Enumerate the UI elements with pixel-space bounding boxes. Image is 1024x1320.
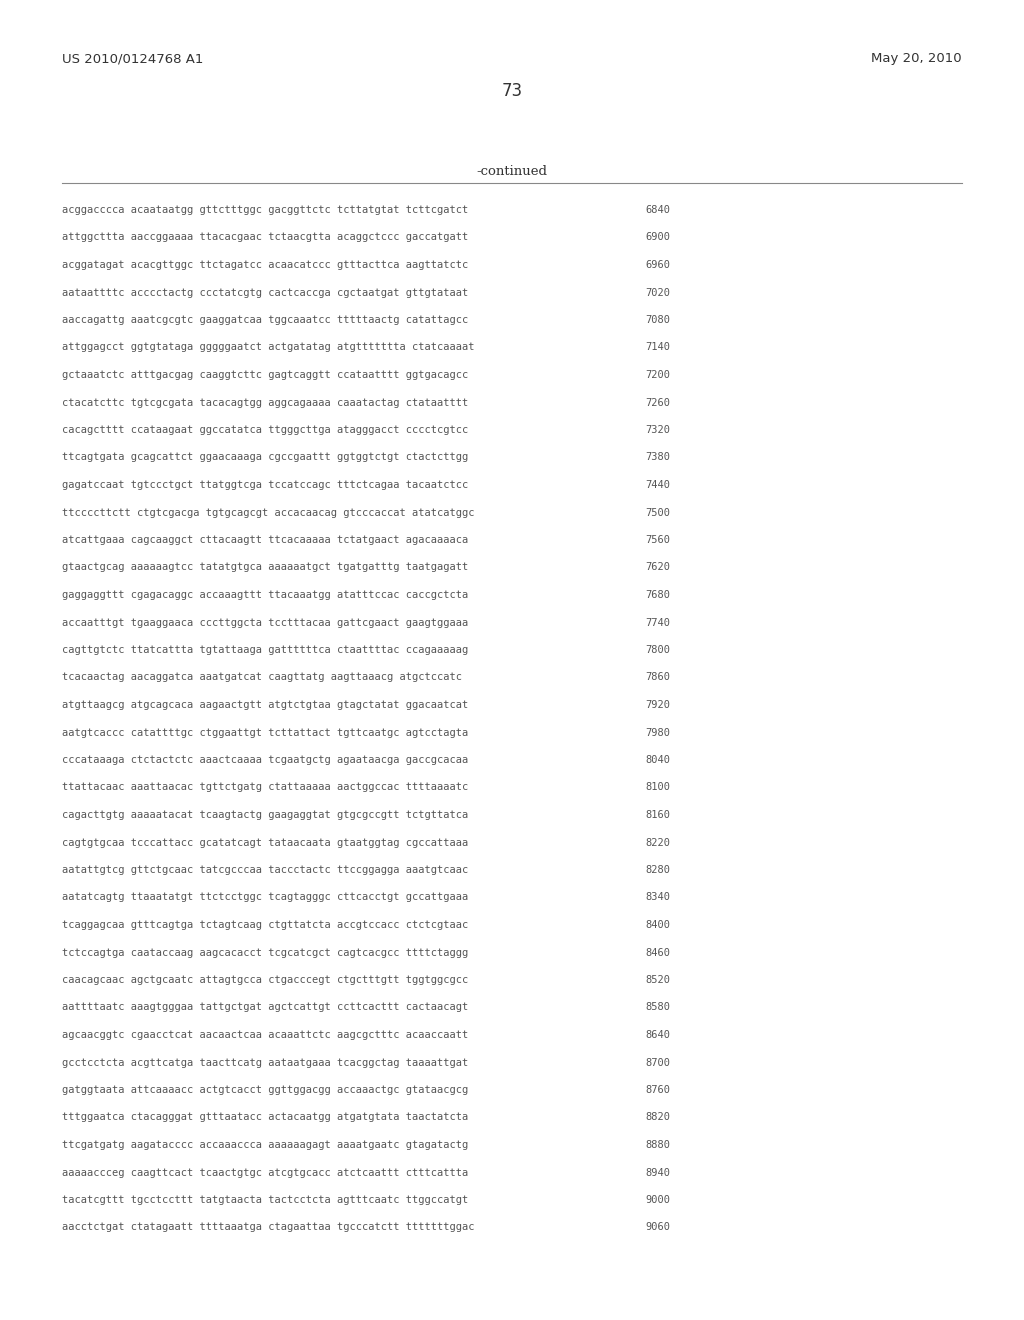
Text: gagatccaat tgtccctgct ttatggtcga tccatccagc tttctcagaa tacaatctcc: gagatccaat tgtccctgct ttatggtcga tccatcc… <box>62 480 468 490</box>
Text: 8460: 8460 <box>645 948 670 957</box>
Text: 7380: 7380 <box>645 453 670 462</box>
Text: 8340: 8340 <box>645 892 670 903</box>
Text: 8820: 8820 <box>645 1113 670 1122</box>
Text: 7020: 7020 <box>645 288 670 297</box>
Text: 8280: 8280 <box>645 865 670 875</box>
Text: 6900: 6900 <box>645 232 670 243</box>
Text: cacagctttt ccataagaat ggccatatca ttgggcttga atagggacct cccctcgtcc: cacagctttt ccataagaat ggccatatca ttgggct… <box>62 425 468 436</box>
Text: 7320: 7320 <box>645 425 670 436</box>
Text: 7560: 7560 <box>645 535 670 545</box>
Text: 7860: 7860 <box>645 672 670 682</box>
Text: tttggaatca ctacagggat gtttaatacc actacaatgg atgatgtata taactatcta: tttggaatca ctacagggat gtttaatacc actacaa… <box>62 1113 468 1122</box>
Text: gctaaatctc atttgacgag caaggtcttc gagtcaggtt ccataatttt ggtgacagcc: gctaaatctc atttgacgag caaggtcttc gagtcag… <box>62 370 468 380</box>
Text: 8160: 8160 <box>645 810 670 820</box>
Text: 7500: 7500 <box>645 507 670 517</box>
Text: atgttaagcg atgcagcaca aagaactgtt atgtctgtaa gtagctatat ggacaatcat: atgttaagcg atgcagcaca aagaactgtt atgtctg… <box>62 700 468 710</box>
Text: 8040: 8040 <box>645 755 670 766</box>
Text: aatgtcaccc catattttgc ctggaattgt tcttattact tgttcaatgc agtcctagta: aatgtcaccc catattttgc ctggaattgt tcttatt… <box>62 727 468 738</box>
Text: accaatttgt tgaaggaaca cccttggcta tcctttacaa gattcgaact gaagtggaaa: accaatttgt tgaaggaaca cccttggcta tccttta… <box>62 618 468 627</box>
Text: ttcgatgatg aagatacccc accaaaccca aaaaaagagt aaaatgaatc gtagatactg: ttcgatgatg aagatacccc accaaaccca aaaaaag… <box>62 1140 468 1150</box>
Text: gaggaggttt cgagacaggc accaaagttt ttacaaatgg atatttccac caccgctcta: gaggaggttt cgagacaggc accaaagttt ttacaaa… <box>62 590 468 601</box>
Text: ttccccttctt ctgtcgacga tgtgcagcgt accacaacag gtcccaccat atatcatggc: ttccccttctt ctgtcgacga tgtgcagcgt accaca… <box>62 507 474 517</box>
Text: ttcagtgata gcagcattct ggaacaaaga cgccgaattt ggtggtctgt ctactcttgg: ttcagtgata gcagcattct ggaacaaaga cgccgaa… <box>62 453 468 462</box>
Text: 7140: 7140 <box>645 342 670 352</box>
Text: 8100: 8100 <box>645 783 670 792</box>
Text: 7980: 7980 <box>645 727 670 738</box>
Text: agcaacggtc cgaacctcat aacaactcaa acaaattctc aagcgctttc acaaccaatt: agcaacggtc cgaacctcat aacaactcaa acaaatt… <box>62 1030 468 1040</box>
Text: 7260: 7260 <box>645 397 670 408</box>
Text: tacatcgttt tgcctccttt tatgtaacta tactcctcta agtttcaatc ttggccatgt: tacatcgttt tgcctccttt tatgtaacta tactcct… <box>62 1195 468 1205</box>
Text: cccataaaga ctctactctc aaactcaaaa tcgaatgctg agaataacga gaccgcacaa: cccataaaga ctctactctc aaactcaaaa tcgaatg… <box>62 755 468 766</box>
Text: 73: 73 <box>502 82 522 100</box>
Text: 6960: 6960 <box>645 260 670 271</box>
Text: 7740: 7740 <box>645 618 670 627</box>
Text: 8880: 8880 <box>645 1140 670 1150</box>
Text: 6840: 6840 <box>645 205 670 215</box>
Text: aaaaaccceg caagttcact tcaactgtgc atcgtgcacc atctcaattt ctttcattta: aaaaaccceg caagttcact tcaactgtgc atcgtgc… <box>62 1167 468 1177</box>
Text: -continued: -continued <box>476 165 548 178</box>
Text: 7800: 7800 <box>645 645 670 655</box>
Text: 7620: 7620 <box>645 562 670 573</box>
Text: 7440: 7440 <box>645 480 670 490</box>
Text: gatggtaata attcaaaacc actgtcacct ggttggacgg accaaactgc gtataacgcg: gatggtaata attcaaaacc actgtcacct ggttgga… <box>62 1085 468 1096</box>
Text: aaccagattg aaatcgcgtc gaaggatcaa tggcaaatcc tttttaactg catattagcc: aaccagattg aaatcgcgtc gaaggatcaa tggcaaa… <box>62 315 468 325</box>
Text: 7080: 7080 <box>645 315 670 325</box>
Text: cagttgtctc ttatcattta tgtattaaga gattttttca ctaattttac ccagaaaaag: cagttgtctc ttatcattta tgtattaaga gattttt… <box>62 645 468 655</box>
Text: aatattgtcg gttctgcaac tatcgcccaa taccctactc ttccggagga aaatgtcaac: aatattgtcg gttctgcaac tatcgcccaa tacccta… <box>62 865 468 875</box>
Text: 8640: 8640 <box>645 1030 670 1040</box>
Text: 8760: 8760 <box>645 1085 670 1096</box>
Text: May 20, 2010: May 20, 2010 <box>871 51 962 65</box>
Text: atcattgaaa cagcaaggct cttacaagtt ttcacaaaaa tctatgaact agacaaaaca: atcattgaaa cagcaaggct cttacaagtt ttcacaa… <box>62 535 468 545</box>
Text: gcctcctcta acgttcatga taacttcatg aataatgaaa tcacggctag taaaattgat: gcctcctcta acgttcatga taacttcatg aataatg… <box>62 1057 468 1068</box>
Text: attggagcct ggtgtataga gggggaatct actgatatag atgttttttta ctatcaaaat: attggagcct ggtgtataga gggggaatct actgata… <box>62 342 474 352</box>
Text: 8400: 8400 <box>645 920 670 931</box>
Text: 8700: 8700 <box>645 1057 670 1068</box>
Text: tctccagtga caataccaag aagcacacct tcgcatcgct cagtcacgcc ttttctaggg: tctccagtga caataccaag aagcacacct tcgcatc… <box>62 948 468 957</box>
Text: 9000: 9000 <box>645 1195 670 1205</box>
Text: acggatagat acacgttggc ttctagatcc acaacatccc gtttacttca aagttatctc: acggatagat acacgttggc ttctagatcc acaacat… <box>62 260 468 271</box>
Text: tcacaactag aacaggatca aaatgatcat caagttatg aagttaaacg atgctccatc: tcacaactag aacaggatca aaatgatcat caagtta… <box>62 672 462 682</box>
Text: caacagcaac agctgcaatc attagtgcca ctgacccegt ctgctttgtt tggtggcgcc: caacagcaac agctgcaatc attagtgcca ctgaccc… <box>62 975 468 985</box>
Text: 7200: 7200 <box>645 370 670 380</box>
Text: ctacatcttc tgtcgcgata tacacagtgg aggcagaaaa caaatactag ctataatttt: ctacatcttc tgtcgcgata tacacagtgg aggcaga… <box>62 397 468 408</box>
Text: aacctctgat ctatagaatt ttttaaatga ctagaattaa tgcccatctt tttttttggac: aacctctgat ctatagaatt ttttaaatga ctagaat… <box>62 1222 474 1233</box>
Text: acggacccca acaataatgg gttctttggc gacggttctc tcttatgtat tcttcgatct: acggacccca acaataatgg gttctttggc gacggtt… <box>62 205 468 215</box>
Text: gtaactgcag aaaaaagtcc tatatgtgca aaaaaatgct tgatgatttg taatgagatt: gtaactgcag aaaaaagtcc tatatgtgca aaaaaat… <box>62 562 468 573</box>
Text: tcaggagcaa gtttcagtga tctagtcaag ctgttatcta accgtccacc ctctcgtaac: tcaggagcaa gtttcagtga tctagtcaag ctgttat… <box>62 920 468 931</box>
Text: 8580: 8580 <box>645 1002 670 1012</box>
Text: 9060: 9060 <box>645 1222 670 1233</box>
Text: 8520: 8520 <box>645 975 670 985</box>
Text: 7680: 7680 <box>645 590 670 601</box>
Text: cagacttgtg aaaaatacat tcaagtactg gaagaggtat gtgcgccgtt tctgttatca: cagacttgtg aaaaatacat tcaagtactg gaagagg… <box>62 810 468 820</box>
Text: cagtgtgcaa tcccattacc gcatatcagt tataacaata gtaatggtag cgccattaaa: cagtgtgcaa tcccattacc gcatatcagt tataaca… <box>62 837 468 847</box>
Text: aattttaatc aaagtgggaa tattgctgat agctcattgt ccttcacttt cactaacagt: aattttaatc aaagtgggaa tattgctgat agctcat… <box>62 1002 468 1012</box>
Text: 7920: 7920 <box>645 700 670 710</box>
Text: ttattacaac aaattaacac tgttctgatg ctattaaaaa aactggccac ttttaaaatc: ttattacaac aaattaacac tgttctgatg ctattaa… <box>62 783 468 792</box>
Text: attggcttta aaccggaaaa ttacacgaac tctaacgtta acaggctccc gaccatgatt: attggcttta aaccggaaaa ttacacgaac tctaacg… <box>62 232 468 243</box>
Text: aataattttc acccctactg ccctatcgtg cactcaccga cgctaatgat gttgtataat: aataattttc acccctactg ccctatcgtg cactcac… <box>62 288 468 297</box>
Text: 8940: 8940 <box>645 1167 670 1177</box>
Text: aatatcagtg ttaaatatgt ttctcctggc tcagtagggc cttcacctgt gccattgaaa: aatatcagtg ttaaatatgt ttctcctggc tcagtag… <box>62 892 468 903</box>
Text: 8220: 8220 <box>645 837 670 847</box>
Text: US 2010/0124768 A1: US 2010/0124768 A1 <box>62 51 204 65</box>
